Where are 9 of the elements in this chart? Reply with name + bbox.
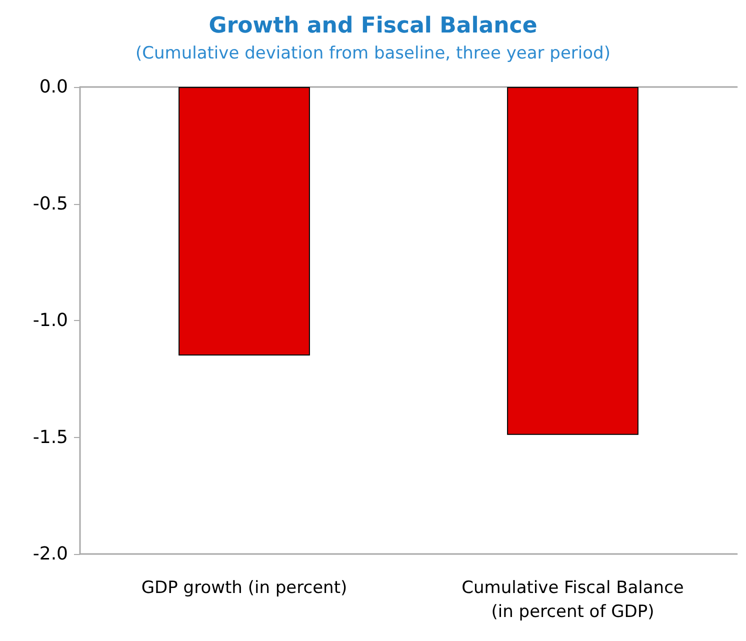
y-tick-label: -0.5 bbox=[32, 193, 68, 214]
y-tick-label: -1.0 bbox=[32, 310, 68, 331]
chart-title: Growth and Fiscal Balance bbox=[208, 14, 538, 38]
chart-subtitle: (Cumulative deviation from baseline, three year period) bbox=[136, 44, 610, 64]
x-tick-label: Cumulative Fiscal Balance (in percent of GDP) bbox=[462, 578, 684, 622]
x-tick-label: GDP growth (in percent) bbox=[141, 578, 348, 598]
y-tick-label: 0.0 bbox=[39, 76, 68, 98]
y-tick-label: -2.0 bbox=[32, 544, 68, 564]
y-tick-label: -1.5 bbox=[32, 426, 68, 448]
